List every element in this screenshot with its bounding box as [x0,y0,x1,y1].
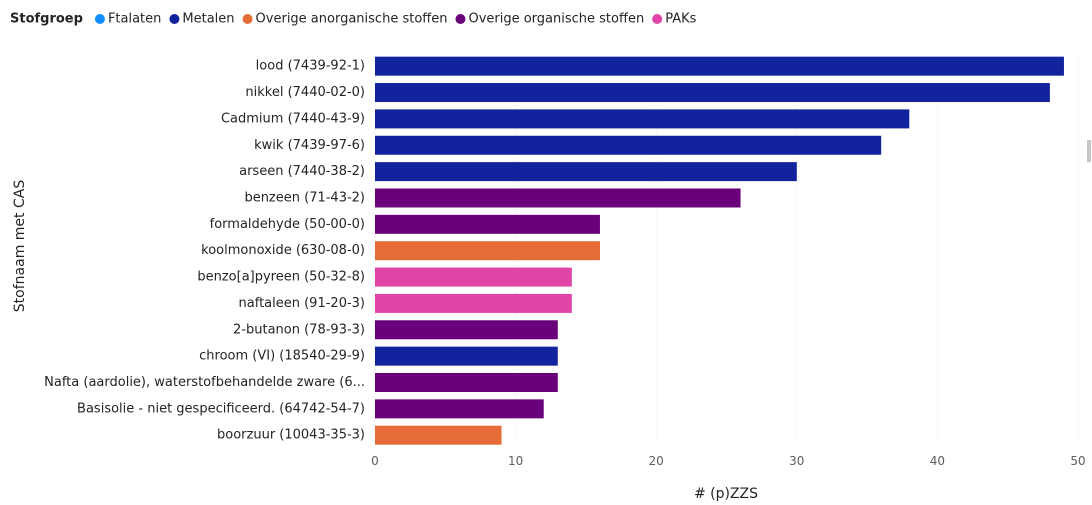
y-tick-label: kwik (7439-97-6) [254,138,365,153]
x-tick-label: 20 [649,454,664,468]
x-tick-label: 0 [371,454,379,468]
scrollbar[interactable] [1087,140,1091,162]
bar [375,267,572,287]
bar [375,373,558,392]
x-tick-label: 50 [1070,454,1085,468]
y-tick-label: Basisolie - niet gespecificeerd. (64742-… [77,401,365,416]
bar [375,162,797,182]
legend-marker [94,14,105,24]
legend-label: Overige organische stoffen [468,12,644,27]
y-tick-label: naftaleen (91-20-3) [239,296,365,311]
legend-marker [652,14,663,24]
y-tick-label: benzo[a]pyreen (50-32-8) [197,270,365,285]
legend-marker [242,14,253,24]
y-tick-label: arseen (7440-38-2) [239,164,365,179]
bar [375,346,558,366]
y-tick-label: koolmonoxide (630-08-0) [201,243,365,258]
y-tick-label: formaldehyde (50-00-0) [210,217,365,232]
legend-label: Metalen [182,12,234,27]
legend-title: Stofgroep [10,12,83,27]
y-tick-label: benzeen (71-43-2) [244,190,365,205]
bar [375,56,1064,76]
bar [375,109,910,129]
bar [375,425,502,445]
bar [375,214,600,234]
y-tick-label: Cadmium (7440-43-9) [221,111,365,126]
legend-label: Ftalaten [108,12,161,27]
x-tick-label: 10 [508,454,523,468]
legend-label: PAKs [665,12,696,27]
bar [375,241,600,261]
bar [375,83,1050,103]
bar [375,135,882,155]
y-tick-label: Nafta (aardolie), waterstofbehandelde zw… [44,375,365,390]
legend-marker [169,14,180,24]
bar [375,399,544,419]
y-tick-label: nikkel (7440-02-0) [245,85,365,100]
x-axis-title: # (p)ZZS [694,486,758,502]
x-tick-label: 30 [789,454,804,468]
bar [375,320,558,340]
y-tick-label: chroom (VI) (18540-29-9) [199,349,365,364]
legend-label: Overige anorganische stoffen [256,12,448,27]
bar [375,293,572,313]
x-tick-label: 40 [930,454,945,468]
y-tick-label: boorzuur (10043-35-3) [217,428,365,443]
y-tick-label: lood (7439-92-1) [256,59,365,74]
legend-marker [455,14,466,24]
y-tick-label: 2-butanon (78-93-3) [233,322,365,337]
bar [375,188,741,208]
y-axis-title: Stofnaam met CAS [12,180,28,313]
